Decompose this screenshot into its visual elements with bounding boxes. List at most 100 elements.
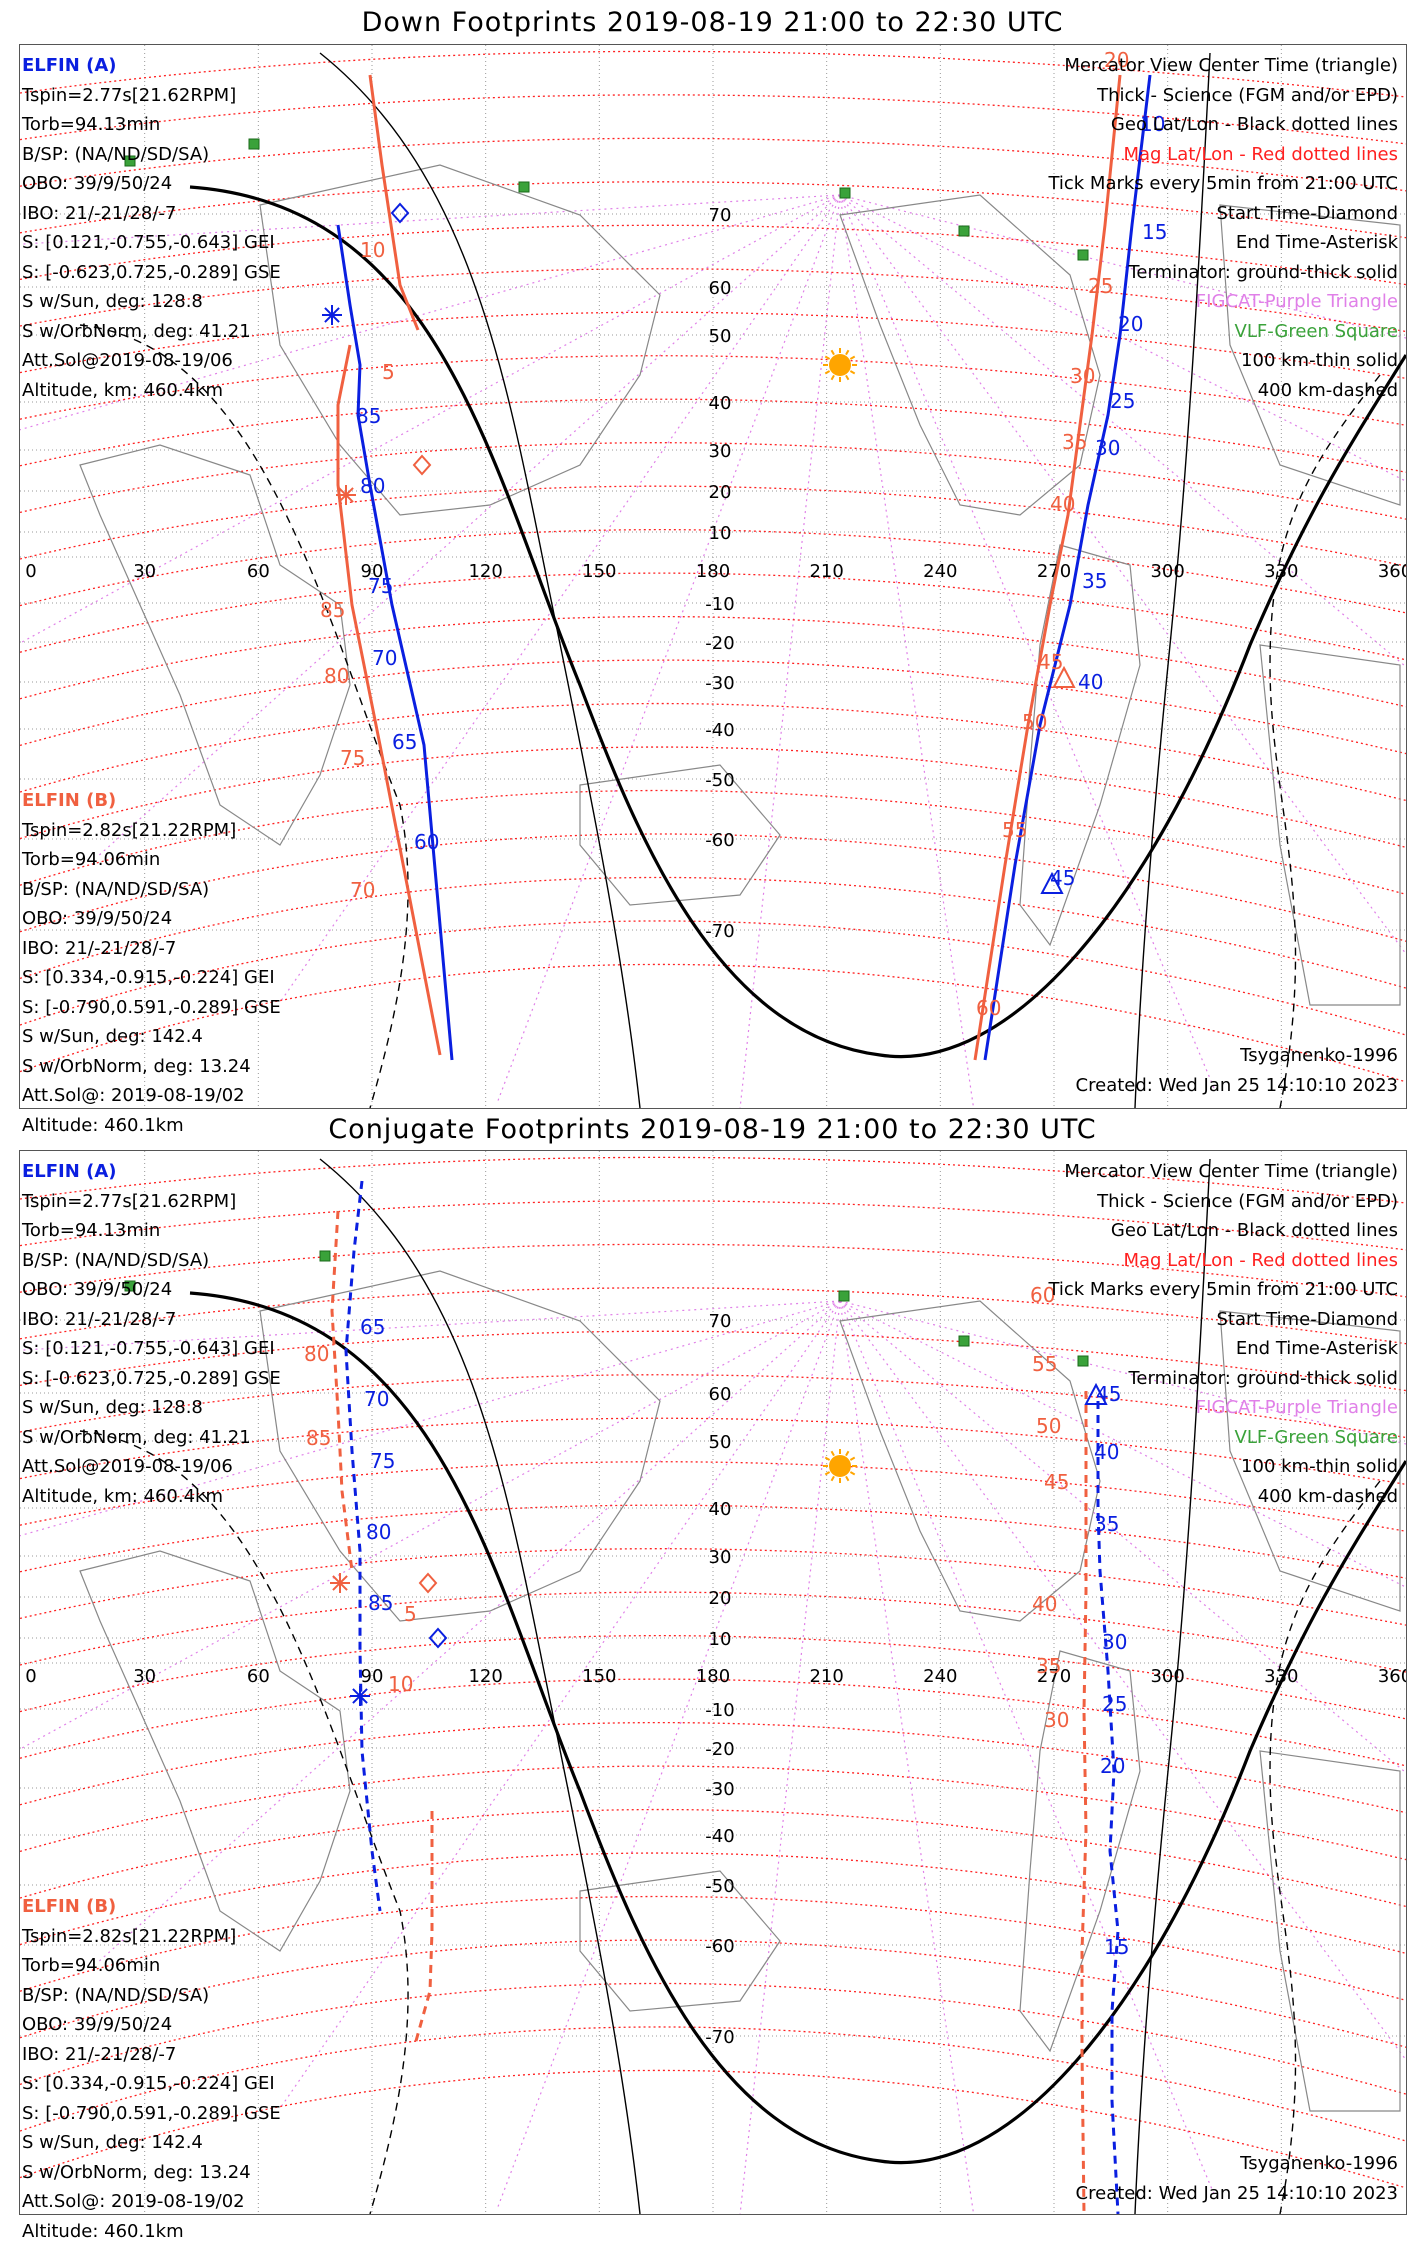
mag-meridian-line	[839, 194, 975, 1108]
sun-ray	[830, 349, 835, 356]
mag-meridian-line	[96, 194, 841, 858]
longitude-label: 150	[582, 561, 616, 582]
elfin-a-line: S w/Sun, deg: 128.8	[22, 1397, 203, 1418]
continent-outline	[839, 194, 1101, 516]
mag-latitude-line	[20, 529, 1406, 614]
track-tick-label: 20	[1104, 48, 1129, 72]
mag-meridian-line	[739, 194, 841, 1108]
mag-latitude-line	[20, 224, 1406, 286]
legend-line: Terminator: ground-thick solid	[1128, 1367, 1398, 1389]
track-tick-label: 40	[1094, 1440, 1119, 1464]
elfin-a-track	[983, 74, 1152, 1061]
vlf-square-icon	[1077, 249, 1089, 261]
latitude-label: 50	[709, 326, 732, 347]
elfin-a-line: S w/OrbNorm, deg: 41.21	[22, 1426, 251, 1448]
legend-line: 400 km-dashed	[1257, 379, 1398, 401]
triangle-center-icon	[1052, 665, 1076, 688]
elfin-a-header: ELFIN (A)	[22, 1161, 117, 1182]
elfin-b-line: Torb=94.06min	[22, 1955, 161, 1976]
latitude-label: -30	[705, 1779, 734, 1800]
mag-latitude-line	[20, 1721, 1406, 1814]
elfin-a-line: S w/Sun, deg: 128.8	[22, 291, 203, 312]
mag-meridian-line	[839, 1300, 1406, 1445]
track-tick-label: 20	[1100, 1754, 1125, 1778]
track-tick-label: 50	[1036, 1414, 1061, 1438]
legend-line: 100 km-thin solid	[1241, 350, 1398, 371]
elfin-b-line: Altitude: 460.1km	[22, 1114, 184, 1136]
elfin-a-line: S: [0.121,-0.755,-0.643] GEI	[22, 1338, 275, 1359]
longitude-label: 120	[468, 1666, 502, 1687]
continent-outline	[1259, 1750, 1401, 2112]
continent-outline	[1219, 1310, 1401, 1612]
elfin-a-line: OBO: 39/9/50/24	[22, 1279, 173, 1300]
legend-line: Thick - Science (FGM and/or EPD)	[1097, 84, 1398, 106]
created-label: Created: Wed Jan 25 14:10:10 2023	[1075, 1075, 1398, 1096]
track-tick-label: 60	[976, 996, 1001, 1020]
elfin-a-line: Tspin=2.77s[21.62RPM]	[22, 1190, 237, 1212]
diamond-start-icon	[390, 202, 410, 224]
sun-ray	[845, 1450, 850, 1457]
terminator-100km	[1134, 52, 1211, 1108]
longitude-label: 0	[25, 1666, 36, 1687]
latitude-label: 30	[709, 441, 732, 462]
track-tick-label: 30	[1044, 1708, 1069, 1732]
elfin-b-track	[336, 344, 442, 1056]
track-tick-label: 25	[1088, 274, 1113, 298]
mag-latitude-line	[20, 1982, 1406, 2095]
elfin-a-info: ELFIN (A) Tspin=2.77s[21.62RPM] Torb=94.…	[20, 51, 281, 405]
sun-ray	[845, 1475, 850, 1482]
legend: Mercator View Center Time (triangle) Thi…	[1048, 1157, 1398, 1511]
mag-latitude-line	[20, 355, 1406, 426]
continent-outline	[1019, 544, 1141, 947]
mag-latitude-line	[20, 311, 1406, 380]
latitude-label: -10	[705, 594, 734, 615]
terminator-100km	[319, 52, 641, 1108]
track-tick-label: 65	[360, 1315, 385, 1339]
terminator-400km	[79, 324, 409, 1108]
legend-line: Mercator View Center Time (triangle)	[1064, 1161, 1398, 1182]
sun-ray	[824, 1456, 831, 1461]
latitude-label: -30	[705, 673, 734, 694]
asterisk-end-icon	[322, 305, 342, 325]
track-tick-label: 5	[404, 1602, 417, 1626]
longitude-label: 270	[1037, 561, 1071, 582]
elfin-b-line: Att.Sol@: 2019-08-19/02	[22, 2191, 245, 2212]
track-tick-label: 80	[366, 1520, 391, 1544]
elfin-b-header: ELFIN (B)	[22, 790, 117, 811]
model-label: Tsyganenko-1996	[1240, 2153, 1398, 2174]
elfin-a-line: Torb=94.13min	[22, 1220, 161, 1241]
vlf-square-icon	[248, 138, 260, 150]
track-tick-label: 20	[1118, 312, 1143, 336]
mag-latitude-line	[20, 1635, 1406, 1720]
mag-latitude-line	[20, 1939, 1406, 2048]
track-tick-label: 70	[372, 646, 397, 670]
mag-latitude-line	[20, 963, 1406, 1083]
map-plot: 0 30 60 90 120 150 180 210 240 270 300 330 360 70 60 50…	[20, 1151, 1406, 2214]
elfin-a-line: B/SP: (NA/ND/SD/SA)	[22, 143, 210, 165]
sun-ray	[824, 370, 831, 375]
asterisk-stroke	[324, 307, 340, 323]
mag-latitude-line	[20, 1591, 1406, 1673]
diamond-start-icon	[428, 1627, 448, 1649]
latitude-label: 30	[709, 1547, 732, 1568]
asterisk-stroke	[352, 1688, 368, 1704]
latitude-label: -50	[705, 770, 734, 791]
legend-line: End Time-Asterisk	[1235, 232, 1398, 253]
sun-ray	[849, 1471, 856, 1476]
elfin-b-line: S w/OrbNorm, deg: 13.24	[22, 2161, 251, 2183]
elfin-b-header: ELFIN (B)	[22, 1896, 117, 1917]
elfin-a-line: S: [-0.623,0.725,-0.289] GSE	[22, 1367, 281, 1389]
legend-line: Geo Lat/Lon - Black dotted lines	[1110, 114, 1398, 135]
track-tick-label: 15	[1142, 220, 1167, 244]
track-tick-label: 75	[368, 574, 393, 598]
elfin-a-line: Tspin=2.77s[21.62RPM]	[22, 84, 237, 106]
sun-ray	[824, 355, 831, 360]
mag-latitude-line	[20, 1504, 1406, 1579]
latitude-label: -70	[705, 2027, 734, 2048]
panel-2-title: Conjugate Footprints 2019-08-19 21:00 to…	[328, 1114, 1097, 1145]
elfin-b-track	[368, 74, 420, 331]
mag-latitude-line	[20, 1678, 1406, 1767]
created-label: Created: Wed Jan 25 14:10:10 2023	[1075, 2183, 1398, 2204]
mag-latitude-line	[20, 1243, 1406, 1298]
mag-latitude-line	[20, 50, 1406, 98]
